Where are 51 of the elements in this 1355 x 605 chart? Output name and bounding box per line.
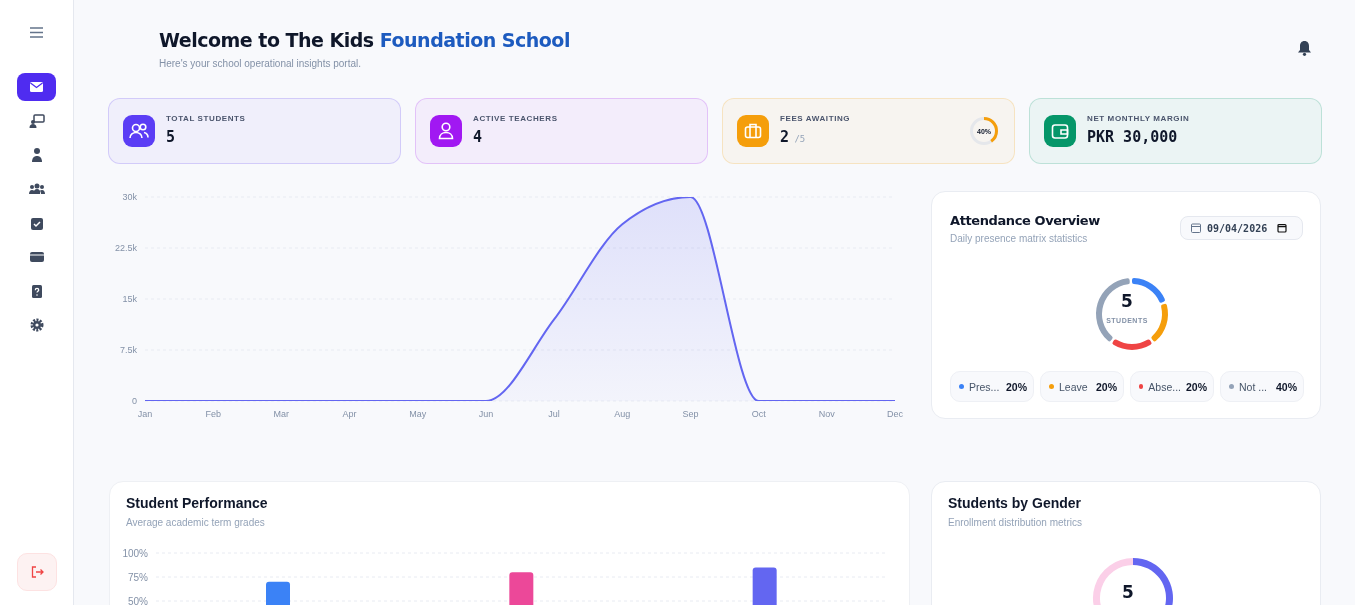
- y-tick-label: 30k: [122, 192, 138, 203]
- legend-label: Pres...: [969, 380, 1000, 393]
- x-tick-label: Jan: [137, 409, 153, 420]
- x-tick-label: Sep: [682, 409, 699, 420]
- chart-subtitle: Daily presence matrix statistics: [950, 233, 1088, 244]
- text: Welcome to The Kids Foundation School: [159, 29, 570, 51]
- x-tick-label: Dec: [886, 409, 904, 420]
- text: 5: [1120, 291, 1134, 311]
- x-tick-label: Oct: [751, 409, 767, 420]
- x-tick-label: Apr: [342, 409, 357, 420]
- text: NET MONTHLY MARGIN: [1087, 114, 1190, 123]
- chart-title: Students by Gender: [948, 495, 1082, 511]
- y-tick-label: 75%: [127, 571, 149, 583]
- text: FEES AWAITING: [780, 114, 851, 123]
- text: PKR 30,000: [1087, 128, 1178, 146]
- text: ACTIVE TEACHERS: [473, 114, 558, 123]
- donut-slice: [1151, 303, 1168, 342]
- data-label: 20%: [1185, 380, 1207, 393]
- legend-label: Not ...: [1239, 380, 1268, 393]
- y-tick-label: 50%: [127, 595, 149, 605]
- legend-label: Abse...: [1148, 380, 1181, 393]
- x-tick-label: Aug: [614, 409, 631, 420]
- x-tick-label: May: [409, 409, 427, 420]
- y-tick-label: 100%: [122, 547, 149, 559]
- data-label: 40%: [1275, 380, 1297, 393]
- donut-slice: [1132, 278, 1165, 303]
- text: 09/04/2026: [1207, 222, 1268, 234]
- data-label: 20%: [1005, 380, 1027, 393]
- x-tick-label: Nov: [818, 409, 836, 420]
- x-tick-label: Jul: [548, 409, 560, 420]
- y-tick-label: 0: [131, 396, 137, 407]
- legend-label: Leave: [1059, 380, 1088, 393]
- text: 2: [780, 128, 790, 146]
- text: 5: [1121, 582, 1135, 602]
- chart-subtitle: Average academic term grades: [126, 517, 265, 528]
- text: 4: [473, 128, 483, 146]
- text: /5: [793, 134, 806, 144]
- y-tick-label: 22.5k: [114, 243, 138, 254]
- donut-slice: [1112, 339, 1152, 350]
- y-tick-label: 15k: [122, 294, 138, 305]
- text: Here's your school operational insights portal.: [159, 58, 362, 69]
- x-tick-label: Jun: [478, 409, 494, 420]
- chart-title: Student Performance: [126, 495, 268, 511]
- y-tick-label: 7.5k: [119, 345, 138, 356]
- text: 5: [166, 128, 176, 146]
- chart-title: Attendance Overview: [950, 213, 1100, 228]
- x-tick-label: Mar: [273, 409, 290, 420]
- chart-subtitle: Enrollment distribution metrics: [948, 517, 1082, 528]
- text: TOTAL STUDENTS: [166, 114, 246, 123]
- x-tick-label: Feb: [205, 409, 221, 420]
- data-label: 20%: [1095, 380, 1117, 393]
